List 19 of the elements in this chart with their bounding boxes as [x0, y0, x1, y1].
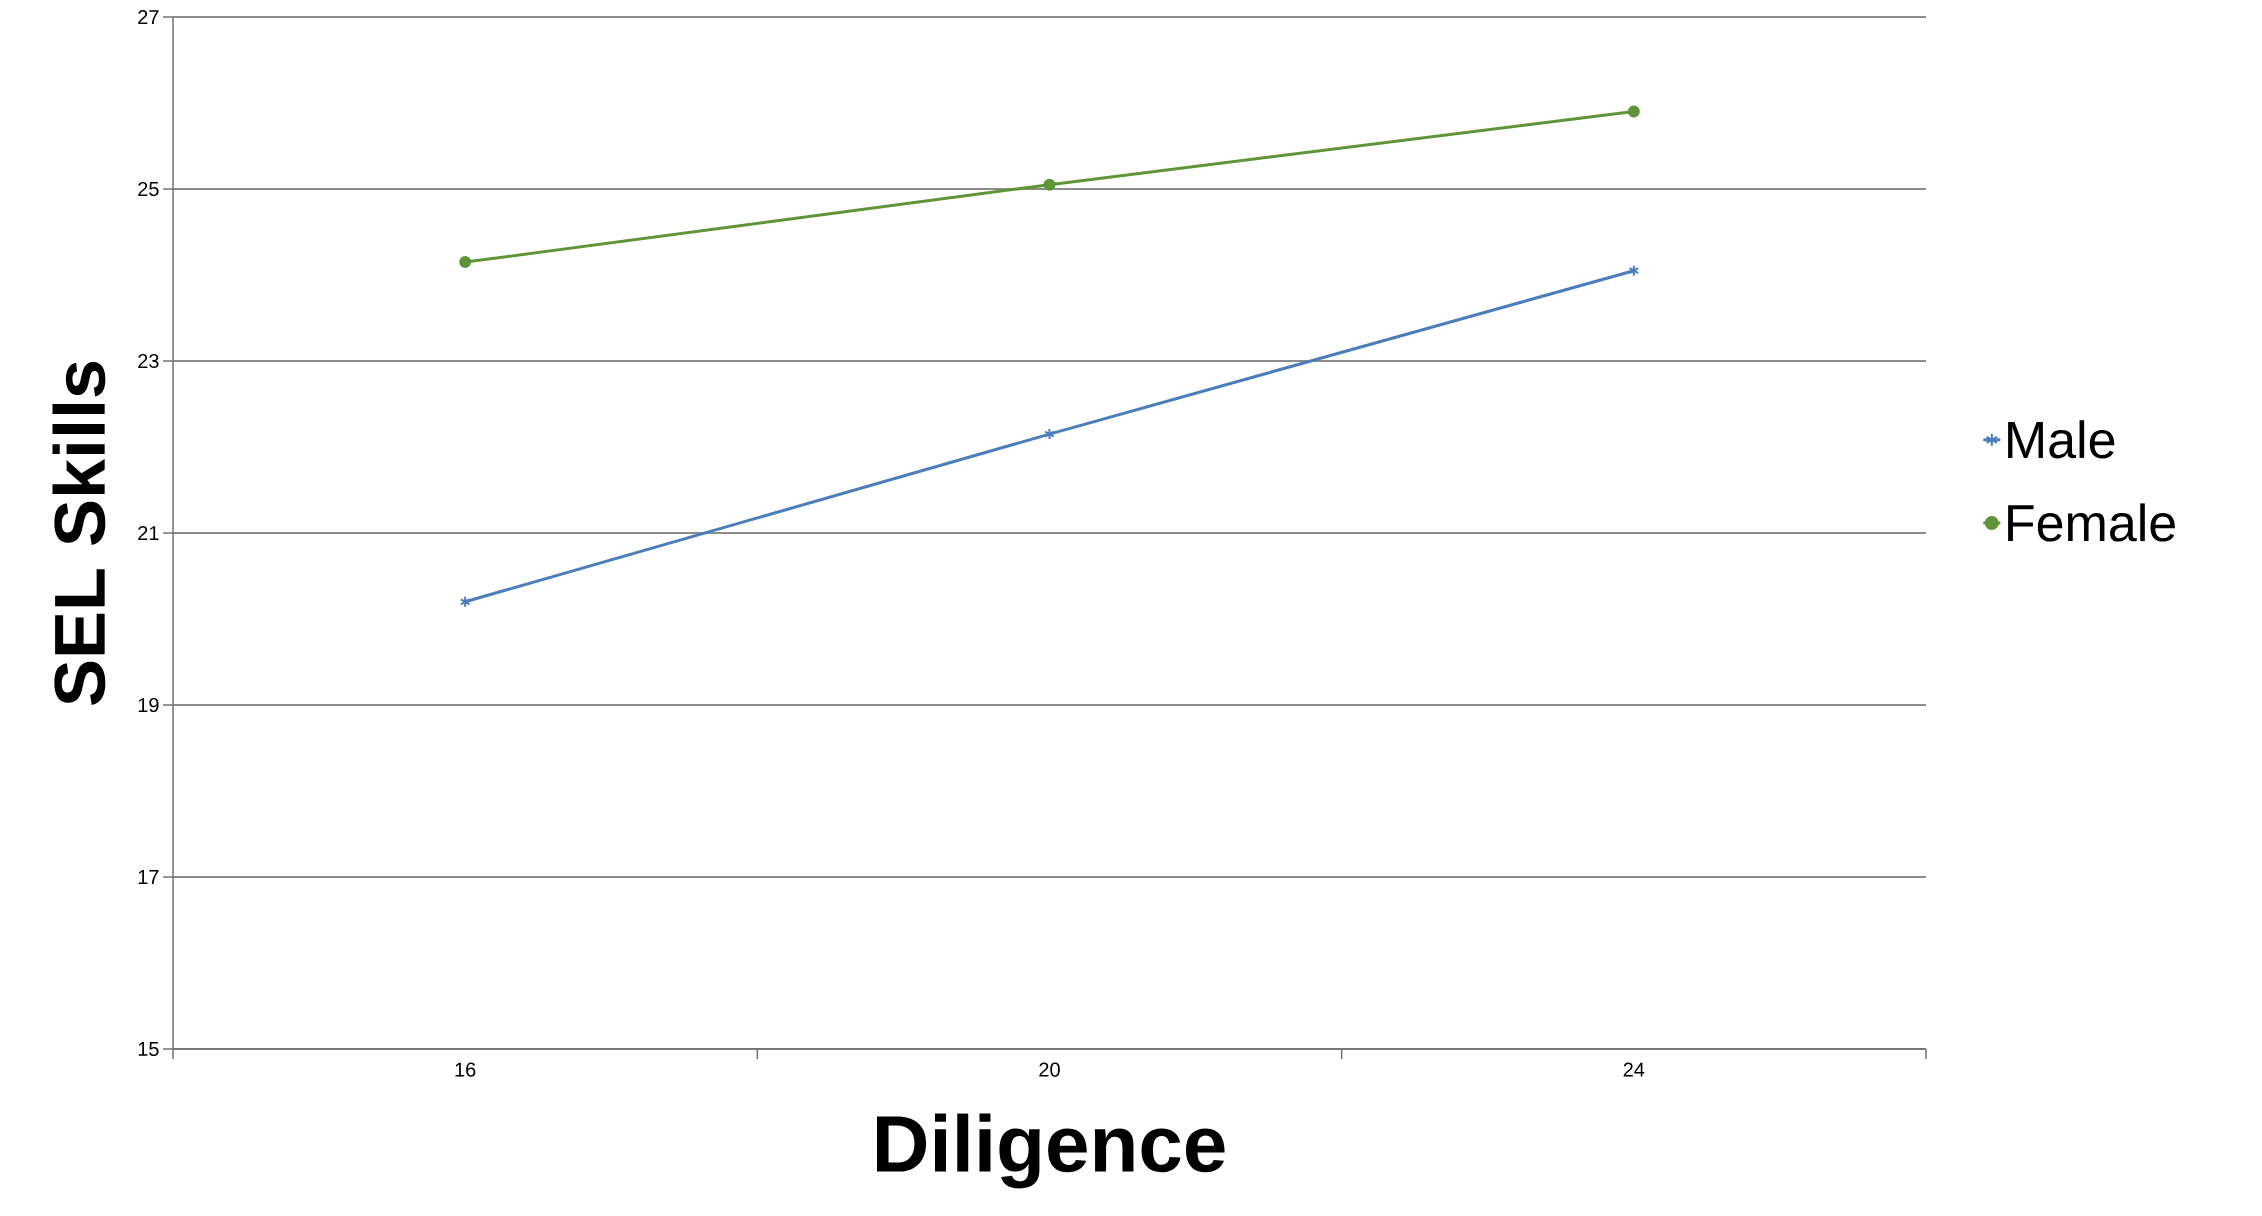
- legend-label: Male: [2008, 420, 2115, 459]
- y-axis-title: SEL Skills: [52, 361, 106, 705]
- point: [459, 256, 472, 269]
- y-tick-label: 23: [138, 353, 159, 369]
- y-tick-label: 25: [138, 181, 159, 197]
- x-axis-title: Diligence: [877, 1113, 1225, 1189]
- y-tick-label: 27: [138, 10, 159, 24]
- legend-label: Female: [2008, 503, 2175, 542]
- point: [1627, 105, 1640, 118]
- x-tick-label: 24: [1623, 1062, 1645, 1077]
- x-tick-label: 16: [455, 1062, 476, 1077]
- x-tick-label: 20: [1039, 1062, 1060, 1077]
- point: [459, 595, 471, 608]
- y-tick-label: 21: [138, 526, 159, 540]
- point: [1043, 178, 1056, 191]
- y-tick-label: 17: [138, 870, 159, 884]
- y-tick-label: 15: [138, 1042, 159, 1056]
- y-tick-label: 19: [138, 697, 159, 713]
- point: [1628, 264, 1640, 277]
